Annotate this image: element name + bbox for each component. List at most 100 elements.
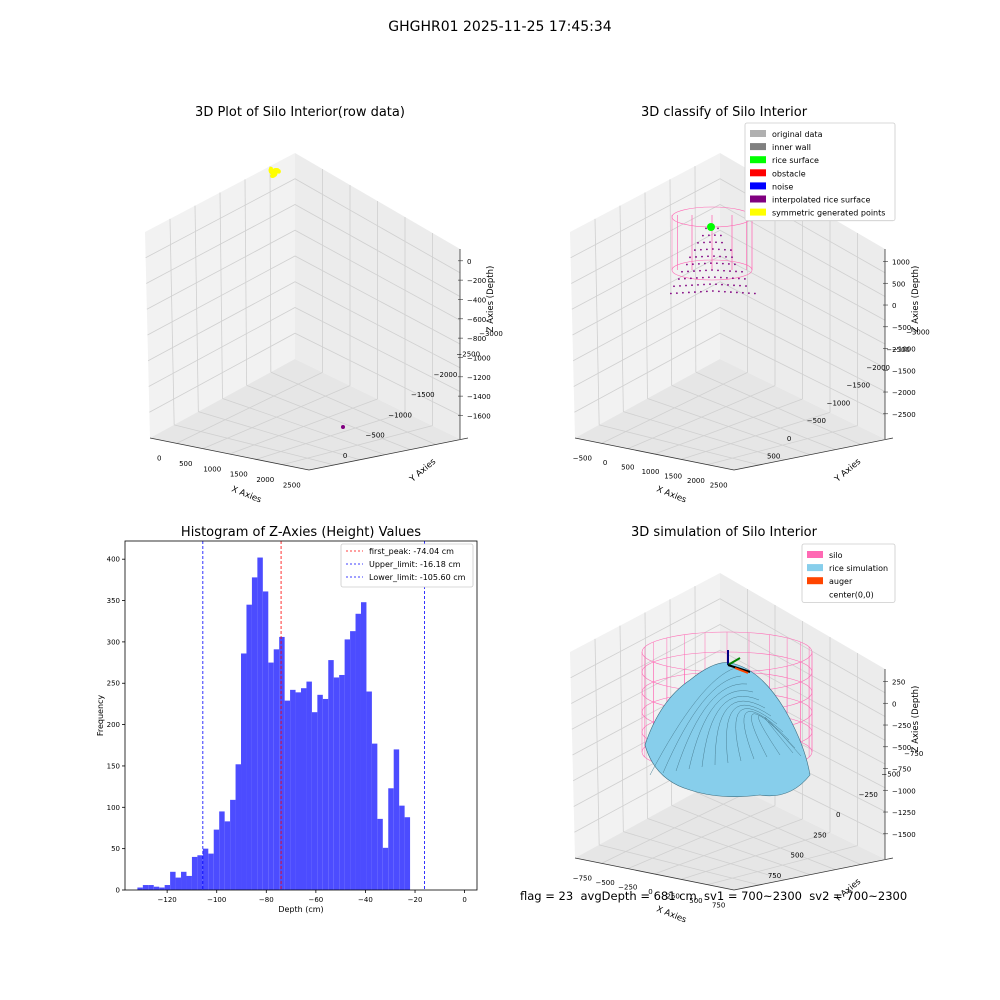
x-tick-label: −750 xyxy=(573,874,592,882)
interpolated-point xyxy=(693,270,695,272)
y-tick-label: −750 xyxy=(904,750,923,758)
grid-line xyxy=(647,818,810,875)
z-tick-label: −2500 xyxy=(892,411,916,419)
interpolated-point xyxy=(692,263,694,266)
y-tick-label: 350 xyxy=(107,597,120,605)
histogram-bar xyxy=(382,847,389,890)
x-tick-label: 500 xyxy=(689,897,702,905)
raw-point xyxy=(274,168,279,173)
histogram-panel: Histogram of Z-Axies (Height) Values −120… xyxy=(96,525,478,914)
interpolated-point xyxy=(706,248,708,251)
x-tick-label: 1500 xyxy=(230,471,248,479)
histogram-bar xyxy=(246,604,252,890)
chart-title: 3D simulation of Silo Interior xyxy=(631,525,818,540)
x-tick-label: 1000 xyxy=(203,465,221,473)
interpolated-point xyxy=(701,255,703,258)
interpolated-point xyxy=(708,234,710,237)
x-tick-label: 0 xyxy=(462,896,466,904)
simulation-panel: 3D simulation of Silo Interior−750−500−2… xyxy=(570,525,923,926)
x-axis-label: X Axies xyxy=(230,484,263,505)
z-tick-label: −500 xyxy=(892,744,911,752)
z-tick-label: −200 xyxy=(467,277,486,285)
interpolated-point xyxy=(754,292,756,295)
grid-line xyxy=(574,332,886,416)
interpolated-point xyxy=(699,269,701,272)
z-tick-label: 0 xyxy=(892,700,896,708)
histogram-bar xyxy=(399,805,405,890)
y-tick-label: −2000 xyxy=(434,371,458,379)
grid-line xyxy=(222,398,385,455)
legend-swatch xyxy=(750,169,766,177)
interpolated-point xyxy=(717,227,719,230)
y-tick-label: −1000 xyxy=(827,399,851,407)
interpolated-point xyxy=(706,290,708,293)
interpolated-point xyxy=(703,241,705,244)
auger-axis xyxy=(727,657,741,666)
grid-line xyxy=(148,307,461,392)
y-tick-label: −1500 xyxy=(411,391,435,399)
grid-line xyxy=(174,424,335,466)
histogram-bar xyxy=(322,698,329,890)
interpolated-point xyxy=(681,270,683,273)
grid-line xyxy=(147,255,461,345)
interpolated-point xyxy=(685,284,687,287)
legend-swatch xyxy=(750,156,766,164)
y-tick-label: −3000 xyxy=(479,330,503,338)
interpolated-point xyxy=(736,291,738,294)
grid-line xyxy=(246,384,410,450)
interpolated-point xyxy=(719,255,721,258)
x-tick-label: 0 xyxy=(157,455,161,463)
legend-label: noise xyxy=(772,182,793,191)
interpolated-point xyxy=(710,262,712,265)
z-tick-label: −2000 xyxy=(892,389,916,397)
interpolated-point xyxy=(702,276,704,279)
interpolated-point xyxy=(720,234,722,237)
grid-line xyxy=(570,598,886,694)
grid-line xyxy=(623,411,785,461)
y-axis-line xyxy=(733,857,894,891)
grid-line xyxy=(671,384,835,450)
histogram-bar xyxy=(197,855,203,890)
z-tick-label: −1500 xyxy=(892,831,916,839)
rice-surface-point xyxy=(707,223,715,231)
histogram-bar xyxy=(219,811,225,890)
x-tick-label: −80 xyxy=(259,896,274,904)
surface-mesh-line xyxy=(751,713,790,758)
y-tick-label: −1500 xyxy=(846,382,870,390)
histogram-bar xyxy=(230,799,236,890)
z-axis-label: Z Axies (Depth) xyxy=(486,266,496,333)
surface-mesh-line xyxy=(764,717,802,757)
interpolated-point xyxy=(738,277,740,280)
y-tick-label: 0 xyxy=(343,452,347,460)
interpolated-point xyxy=(715,283,717,286)
interpolated-point xyxy=(694,249,696,251)
legend-swatch xyxy=(750,208,766,216)
y-axis-label: Frequency xyxy=(96,695,105,737)
legend-label: obstacle xyxy=(772,169,806,178)
interpolated-point xyxy=(729,270,731,272)
histogram-bar xyxy=(208,853,214,890)
interpolated-point xyxy=(725,255,727,258)
surface-mesh-line xyxy=(649,667,736,776)
interpolated-point xyxy=(717,269,719,272)
rice-simulation-surface xyxy=(644,662,811,797)
interpolated-point xyxy=(697,241,699,244)
grid-line xyxy=(647,398,810,455)
histogram-bar xyxy=(333,677,340,890)
histogram-bar xyxy=(388,788,394,890)
x-tick-label: −500 xyxy=(595,879,614,887)
histogram-bar xyxy=(366,691,372,890)
z-tick-label: −1000 xyxy=(467,354,491,362)
x-axis-label: X Axies xyxy=(655,904,688,925)
grid-line xyxy=(623,831,785,881)
z-tick-label: −800 xyxy=(467,335,486,343)
legend-label: silo xyxy=(829,551,843,560)
interpolated-point xyxy=(695,256,697,258)
interpolated-point xyxy=(727,284,729,286)
grid-line xyxy=(571,229,886,321)
z-tick-label: −1600 xyxy=(467,412,491,420)
interpolated-point xyxy=(704,262,706,265)
interpolated-point xyxy=(726,276,728,279)
y-tick-label: 0 xyxy=(836,811,840,819)
histogram-bar xyxy=(404,817,411,890)
